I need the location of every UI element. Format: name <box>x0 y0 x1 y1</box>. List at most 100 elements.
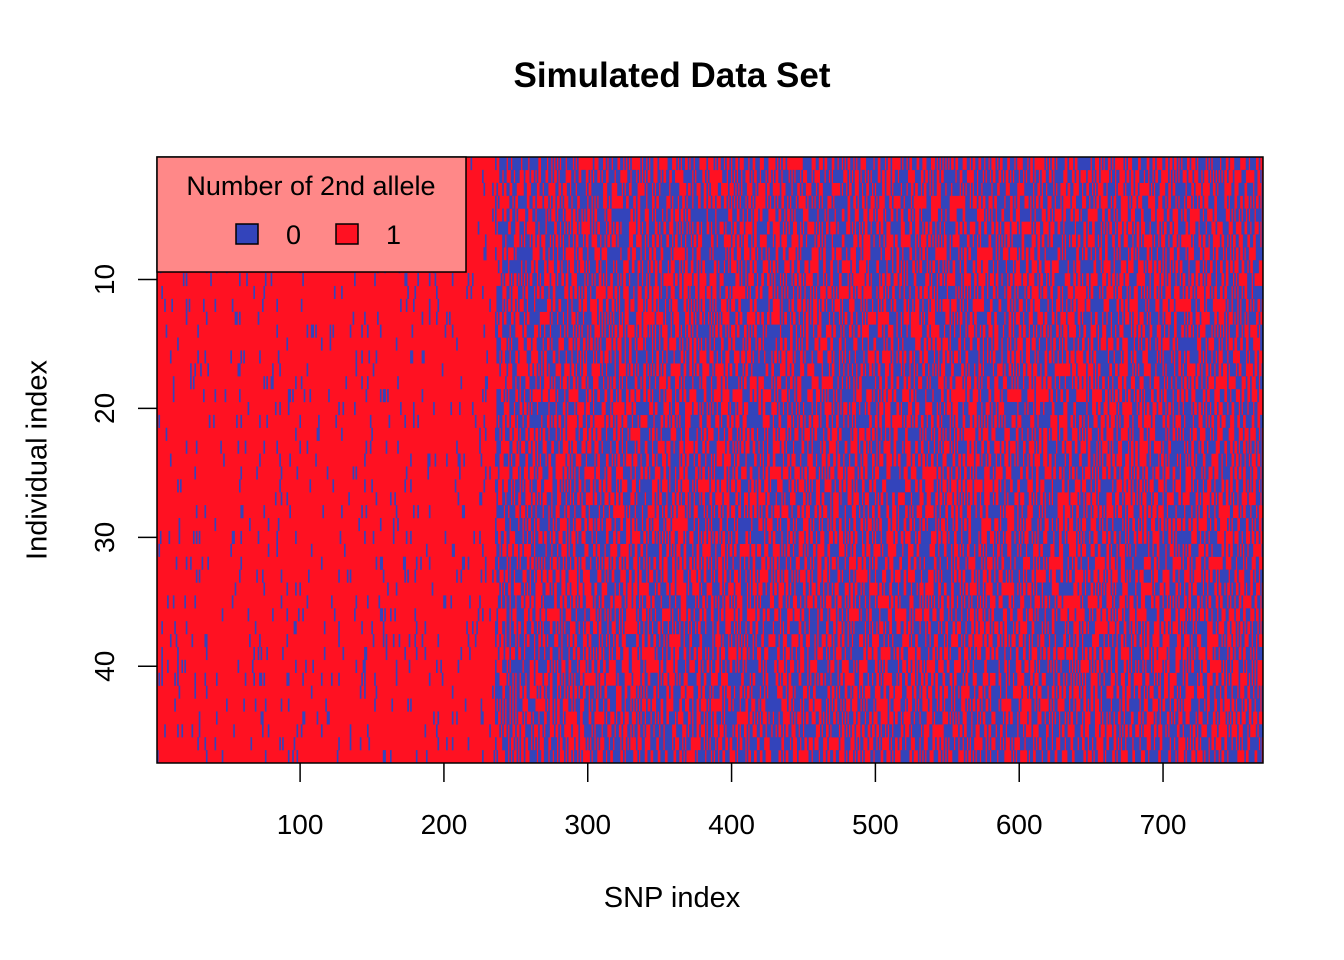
heatmap-cell-value-0 <box>683 440 686 454</box>
heatmap-cell-value-0 <box>952 182 960 196</box>
heatmap-cell-value-0 <box>582 414 586 428</box>
heatmap-cell-value-0 <box>643 298 645 312</box>
heatmap-cell-value-0 <box>555 157 558 171</box>
heatmap-cell-value-0 <box>1005 234 1008 248</box>
heatmap-cell-value-0 <box>786 389 789 403</box>
heatmap-cell-value-0 <box>1086 285 1088 300</box>
heatmap-cell-value-0 <box>584 311 592 325</box>
heatmap-cell-value-0 <box>814 363 822 377</box>
heatmap-cell-value-0 <box>1135 221 1137 235</box>
heatmap-cell-value-0 <box>904 260 907 274</box>
heatmap-cell-value-0 <box>638 414 641 428</box>
heatmap-cell-value-0 <box>660 582 667 596</box>
heatmap-cell-value-0 <box>1060 298 1062 312</box>
heatmap-cell-value-0 <box>1093 376 1095 390</box>
heatmap-cell-value-0 <box>804 324 806 338</box>
heatmap-cell-value-0 <box>922 208 931 222</box>
heatmap-cell-value-0 <box>913 543 917 557</box>
heatmap-cell-value-0 <box>405 298 408 312</box>
heatmap-cell-value-0 <box>411 324 414 338</box>
heatmap-cell-value-0 <box>820 298 822 312</box>
heatmap-cell-value-0 <box>230 350 232 364</box>
heatmap-cell-value-0 <box>1021 582 1024 596</box>
heatmap-cell-value-0 <box>876 479 883 493</box>
heatmap-cell-value-0 <box>878 492 881 506</box>
heatmap-cell-value-0 <box>610 324 612 338</box>
heatmap-cell-value-0 <box>746 376 750 390</box>
heatmap-cell-value-0 <box>942 234 944 248</box>
heatmap-cell-value-0 <box>171 298 174 312</box>
heatmap-cell-value-0 <box>1211 273 1216 287</box>
heatmap-cell-value-0 <box>906 376 908 390</box>
heatmap-cell-value-0 <box>628 260 632 274</box>
heatmap-cell-value-0 <box>1133 453 1136 467</box>
heatmap-cell-value-0 <box>830 427 832 441</box>
heatmap-cell-value-0 <box>797 401 799 416</box>
heatmap-cell-value-0 <box>942 273 944 287</box>
heatmap-cell-value-0 <box>696 389 704 403</box>
heatmap-cell-value-0 <box>1242 337 1246 351</box>
heatmap-cell-value-0 <box>612 414 615 428</box>
heatmap-cell-value-0 <box>1067 298 1071 312</box>
heatmap-cell-value-0 <box>1103 311 1107 325</box>
heatmap-cell-value-0 <box>870 234 874 248</box>
heatmap-cell-value-0 <box>1117 247 1120 261</box>
heatmap-cell-value-0 <box>1192 556 1196 570</box>
heatmap-cell-value-0 <box>320 337 323 351</box>
heatmap-cell-value-0 <box>877 582 880 596</box>
heatmap-cell-value-0 <box>552 376 555 390</box>
heatmap-cell-value-0 <box>661 556 664 570</box>
heatmap-cell-value-0 <box>342 401 345 416</box>
heatmap-cell-value-0 <box>873 208 875 222</box>
heatmap-cell-value-0 <box>213 414 215 428</box>
heatmap-cell-value-0 <box>661 569 664 583</box>
heatmap-cell-value-0 <box>693 247 697 261</box>
heatmap-cell-value-0 <box>1222 492 1226 506</box>
heatmap-cell-value-0 <box>786 440 793 454</box>
heatmap-cell-value-0 <box>355 595 358 609</box>
heatmap-cell-value-0 <box>1155 582 1160 596</box>
heatmap-cell-value-0 <box>1214 427 1218 441</box>
heatmap-cell-value-0 <box>821 311 829 325</box>
heatmap-cell-value-0 <box>774 169 776 183</box>
heatmap-cell-value-0 <box>976 195 979 209</box>
heatmap-cell-value-0 <box>565 479 568 493</box>
heatmap-cell-value-0 <box>287 389 291 403</box>
heatmap-cell-value-0 <box>727 518 734 532</box>
heatmap-cell-value-0 <box>627 440 635 454</box>
heatmap-cell-value-0 <box>832 414 837 428</box>
heatmap-cell-value-0 <box>535 543 546 557</box>
heatmap-cell-value-0 <box>1096 260 1101 274</box>
heatmap-cell-value-0 <box>375 492 378 506</box>
heatmap-cell-value-0 <box>1199 311 1202 325</box>
heatmap-cell-value-0 <box>343 543 346 557</box>
heatmap-cell-value-0 <box>712 582 720 596</box>
heatmap-cell-value-0 <box>1047 530 1054 544</box>
heatmap-cell-value-0 <box>825 466 828 480</box>
heatmap-cell-value-0 <box>799 337 802 351</box>
heatmap-cell-value-0 <box>591 389 593 403</box>
heatmap-cell-value-0 <box>599 363 602 377</box>
heatmap-cell-value-0 <box>995 427 1005 441</box>
heatmap-cell-value-0 <box>410 350 414 364</box>
heatmap-cell-value-0 <box>817 311 819 325</box>
heatmap-cell-value-0 <box>446 453 448 467</box>
heatmap-cell-value-0 <box>1106 466 1108 480</box>
heatmap-cell-value-0 <box>850 260 852 274</box>
heatmap-cell-value-0 <box>1091 505 1094 519</box>
heatmap-cell-value-0 <box>1117 389 1120 403</box>
heatmap-cell-value-0 <box>1019 350 1022 364</box>
heatmap-cell-value-0 <box>848 273 851 287</box>
heatmap-cell-value-0 <box>234 582 237 596</box>
heatmap-cell-value-0 <box>1143 376 1150 390</box>
heatmap-cell-value-0 <box>1193 247 1200 261</box>
heatmap-cell-value-0 <box>518 298 520 312</box>
heatmap-cell-value-0 <box>1169 324 1175 338</box>
heatmap-cell-value-0 <box>999 182 1006 196</box>
heatmap-cell-value-0 <box>576 285 579 300</box>
heatmap-cell-value-0 <box>1181 273 1183 287</box>
heatmap-cell-value-0 <box>692 337 694 351</box>
heatmap-cell-value-0 <box>1250 350 1255 364</box>
heatmap-cell-value-0 <box>677 234 681 248</box>
heatmap-cell-value-0 <box>693 543 697 557</box>
